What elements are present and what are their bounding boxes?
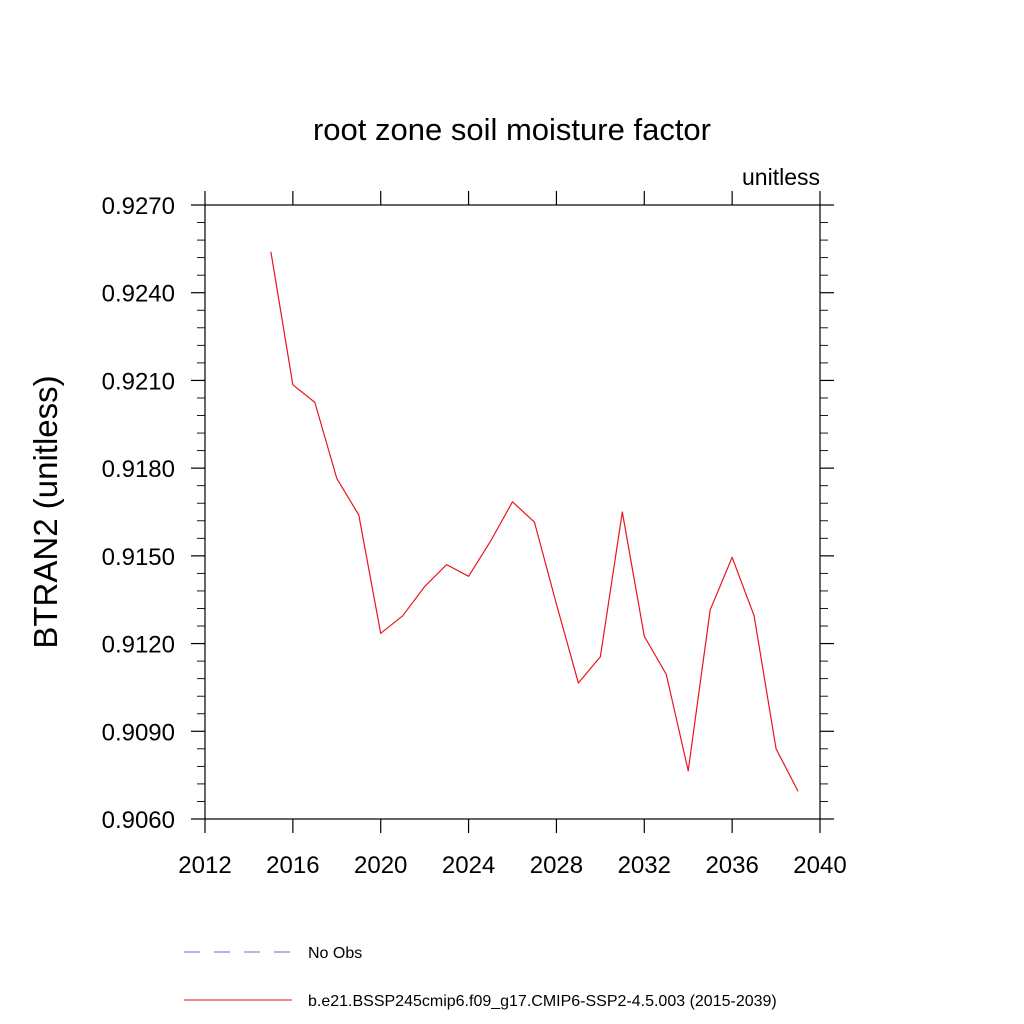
x-tick-label: 2016	[266, 852, 319, 879]
x-tick-label: 2032	[618, 852, 671, 879]
legend-label: b.e21.BSSP245cmip6.f09_g17.CMIP6-SSP2-4.…	[308, 993, 777, 1010]
y-tick-label: 0.9060	[102, 807, 175, 834]
units-label: unitless	[742, 164, 820, 190]
x-tick-label: 2012	[178, 852, 231, 879]
x-tick-label: 2040	[793, 852, 846, 879]
series-layer	[270, 251, 799, 792]
x-tick-label: 2028	[530, 852, 583, 879]
axis-ticks	[191, 191, 834, 833]
y-tick-label: 0.9090	[102, 719, 175, 746]
y-tick-label: 0.9240	[102, 281, 175, 308]
y-tick-label: 0.9210	[102, 368, 175, 395]
plot-frame	[204, 204, 821, 820]
series-line	[270, 251, 799, 792]
x-tick-label: 2036	[705, 852, 758, 879]
y-axis-label: BTRAN2 (unitless)	[27, 375, 64, 648]
legend: No Obs b.e21.BSSP245cmip6.f09_g17.CMIP6-S…	[184, 945, 777, 1010]
legend-label: No Obs	[308, 945, 362, 962]
y-tick-label: 0.9150	[102, 544, 175, 571]
axis-tick-labels: 2012 2016 2020 2024 2028 2032 2036 2040 0.9060 0.…	[102, 193, 847, 879]
x-tick-label: 2020	[354, 852, 407, 879]
chart-title: root zone soil moisture factor	[313, 112, 711, 147]
y-tick-label: 0.9120	[102, 632, 175, 659]
y-tick-label: 0.9270	[102, 193, 175, 220]
y-tick-label: 0.9180	[102, 456, 175, 483]
x-tick-label: 2024	[442, 852, 495, 879]
